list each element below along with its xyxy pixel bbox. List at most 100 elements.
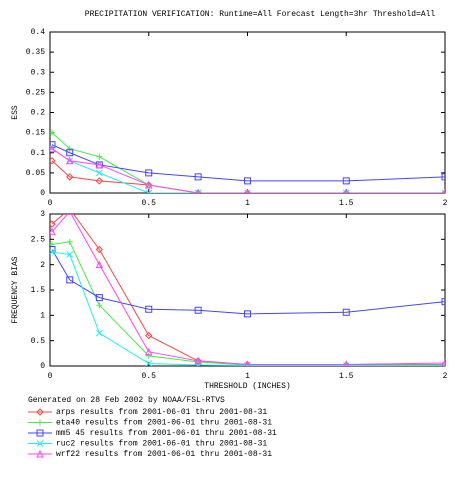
series-line	[51, 214, 445, 365]
x-tick-label: 0	[48, 372, 53, 381]
y-tick-label: 1	[40, 311, 45, 320]
y-tick-label: 1.5	[31, 286, 46, 295]
marker	[95, 245, 104, 254]
marker	[65, 156, 74, 165]
y-axis-label: ESS	[11, 105, 20, 120]
x-tick-label: 1	[245, 199, 250, 208]
marker	[66, 251, 74, 258]
marker	[342, 177, 350, 185]
y-tick-label: 0.2	[31, 109, 46, 118]
marker	[95, 294, 103, 302]
series-line	[51, 148, 445, 193]
x-tick-label: 2	[443, 199, 448, 208]
marker	[441, 173, 445, 181]
marker	[50, 157, 56, 165]
y-tick-label: 0.5	[31, 337, 46, 346]
marker	[96, 302, 103, 309]
marker	[342, 189, 350, 193]
marker	[243, 189, 252, 193]
x-tick-label: 2	[443, 372, 448, 381]
marker	[95, 260, 104, 269]
marker	[36, 449, 44, 458]
marker	[66, 276, 74, 284]
marker	[244, 177, 251, 185]
x-tick-label: 0.5	[142, 372, 157, 381]
marker	[96, 169, 103, 177]
x-tick-label: 1	[245, 372, 250, 381]
marker	[66, 238, 73, 245]
x-axis-label: THRESHOLD (INCHES)	[204, 382, 290, 391]
marker	[244, 360, 251, 366]
marker	[96, 329, 103, 337]
marker	[441, 189, 445, 193]
marker	[50, 129, 55, 136]
marker	[194, 356, 202, 365]
marker	[145, 189, 153, 193]
plot-area	[50, 129, 445, 193]
y-axis-label: FREQUENCY BIAS	[11, 256, 20, 323]
marker	[144, 180, 153, 189]
y-tick-label: 2.5	[31, 235, 46, 244]
legend-label: mm5 45 results from 2001-06-01 thru 2001…	[56, 429, 277, 438]
marker	[194, 306, 202, 314]
marker	[145, 331, 153, 340]
legend-label: arps results from 2001-06-01 thru 2001-0…	[56, 408, 267, 417]
y-tick-label: 0.1	[31, 149, 46, 158]
marker	[50, 227, 56, 236]
marker	[244, 189, 251, 193]
series-line	[51, 249, 445, 315]
series-line	[51, 148, 445, 193]
chart-title: PRECIPITATION VERIFICATION: Runtime=All …	[85, 10, 436, 19]
y-tick-label: 0	[40, 189, 45, 198]
y-tick-label: 0	[40, 362, 45, 371]
marker	[66, 149, 74, 157]
legend-label: wrf22 results from 2001-06-01 thru 2001-…	[56, 450, 272, 459]
series-line	[51, 251, 445, 366]
plot-area	[50, 206, 445, 366]
marker	[194, 189, 202, 193]
x-tick-label: 1.5	[339, 372, 354, 381]
series-line	[51, 144, 445, 182]
series-line	[51, 241, 445, 366]
marker	[343, 360, 350, 366]
marker	[95, 177, 104, 185]
marker	[66, 145, 73, 152]
marker	[50, 141, 56, 149]
footer: Generated on 28 Feb 2002 by NOAA/FSL-RTV…	[28, 396, 225, 405]
marker	[194, 189, 202, 193]
marker	[50, 220, 56, 228]
legend-label: ruc2 results from 2001-06-01 thru 2001-0…	[56, 440, 267, 449]
marker	[342, 308, 350, 316]
marker	[244, 362, 251, 366]
marker	[145, 352, 152, 359]
series-line	[51, 214, 445, 366]
marker	[145, 360, 153, 366]
plot-frame	[49, 213, 446, 367]
y-tick-label: 0.35	[26, 48, 45, 57]
y-tick-label: 0.25	[26, 88, 45, 97]
marker	[342, 362, 350, 366]
y-tick-label: 0.05	[26, 169, 45, 178]
y-tick-label: 0.3	[31, 68, 46, 77]
marker	[67, 206, 73, 212]
marker	[441, 298, 445, 306]
marker	[441, 189, 445, 193]
marker	[36, 440, 44, 447]
y-tick-label: 0.15	[26, 129, 45, 138]
series-line	[51, 160, 445, 193]
marker	[66, 173, 74, 181]
x-tick-label: 0	[48, 199, 53, 208]
x-tick-label: 0.5	[142, 199, 157, 208]
marker	[194, 173, 202, 181]
marker	[50, 248, 56, 256]
legend-label: eta40 results from 2001-06-01 thru 2001-…	[56, 419, 272, 428]
marker	[441, 358, 445, 366]
marker	[145, 305, 153, 313]
y-tick-label: 3	[40, 210, 45, 219]
marker	[65, 214, 74, 215]
x-tick-label: 1.5	[339, 199, 354, 208]
marker	[36, 429, 44, 437]
marker	[50, 144, 56, 153]
marker	[96, 153, 103, 160]
